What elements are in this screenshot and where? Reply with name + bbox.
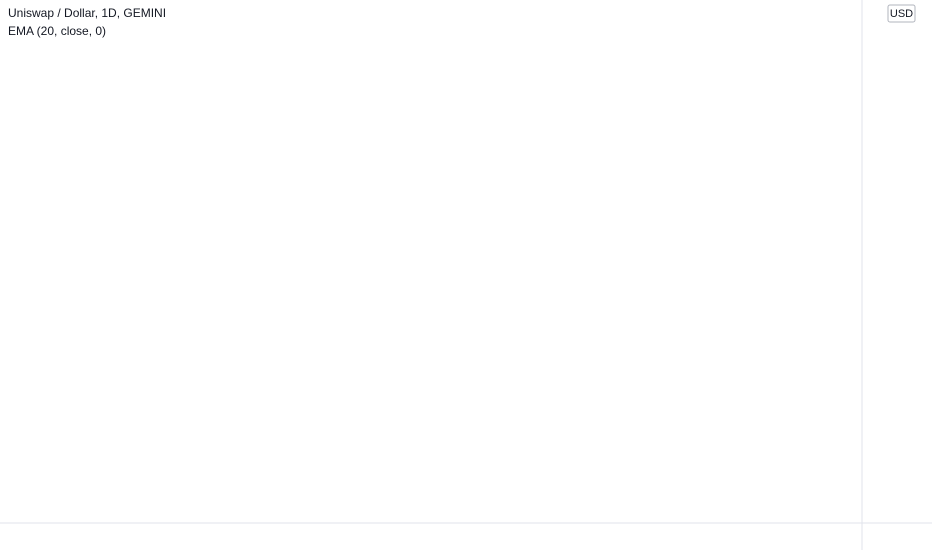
indicator-legend: EMA (20, close, 0) [8, 24, 106, 38]
currency-box[interactable] [887, 4, 916, 23]
chart-title: Uniswap / Dollar, 1D, GEMINI [8, 6, 166, 20]
currency-label[interactable]: USD [890, 8, 913, 20]
